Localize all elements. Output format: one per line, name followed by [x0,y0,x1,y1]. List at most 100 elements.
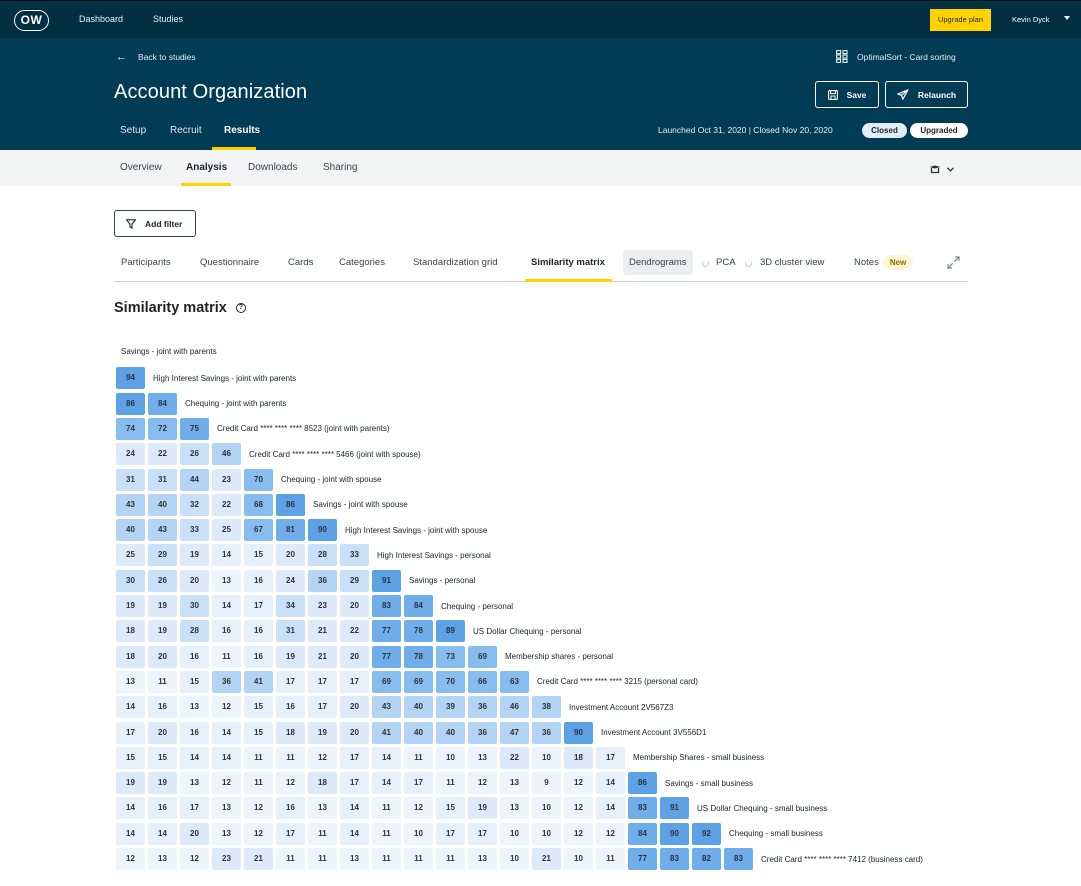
matrix-cell[interactable]: 16 [276,696,305,719]
matrix-cell[interactable]: 41 [244,670,273,693]
tab-categories[interactable]: Categories [339,257,385,268]
matrix-cell[interactable]: 14 [340,797,369,820]
matrix-cell[interactable]: 43 [148,519,177,542]
matrix-cell[interactable]: 90 [308,519,337,542]
matrix-cell[interactable]: 14 [372,746,401,769]
matrix-cell[interactable]: 78 [404,620,433,643]
tab-notes[interactable]: Notes New [854,250,914,281]
matrix-cell[interactable]: 15 [244,544,273,567]
matrix-cell[interactable]: 13 [500,797,529,820]
matrix-cell[interactable]: 21 [308,620,337,643]
matrix-cell[interactable]: 16 [148,696,177,719]
matrix-cell[interactable]: 16 [244,620,273,643]
matrix-cell[interactable]: 14 [116,822,145,845]
matrix-cell[interactable]: 89 [436,620,465,643]
matrix-cell[interactable]: 20 [340,721,369,744]
matrix-cell[interactable]: 17 [116,721,145,744]
matrix-cell[interactable]: 92 [692,822,721,845]
matrix-cell[interactable]: 10 [500,822,529,845]
matrix-cell[interactable]: 16 [180,721,209,744]
nav-studies[interactable]: Studies [153,14,184,24]
matrix-cell[interactable]: 14 [212,595,241,617]
matrix-cell[interactable]: 91 [372,569,401,592]
matrix-cell[interactable]: 13 [180,772,209,795]
matrix-cell[interactable]: 13 [116,670,145,693]
matrix-cell[interactable]: 25 [116,544,145,567]
matrix-cell[interactable]: 14 [212,721,241,744]
matrix-cell[interactable]: 90 [564,721,593,744]
matrix-cell[interactable]: 43 [372,696,401,719]
add-filter-button[interactable]: Add filter [114,210,196,237]
matrix-cell[interactable]: 13 [308,797,337,820]
matrix-cell[interactable]: 20 [340,595,369,617]
matrix-cell[interactable]: 18 [116,620,145,643]
matrix-cell[interactable]: 14 [180,746,209,769]
matrix-cell[interactable]: 12 [244,797,273,820]
matrix-cell[interactable]: 69 [468,645,497,668]
matrix-cell[interactable]: 16 [212,620,241,643]
matrix-cell[interactable]: 17 [596,746,625,769]
matrix-cell[interactable]: 17 [276,670,305,693]
matrix-cell[interactable]: 82 [692,848,721,870]
matrix-cell[interactable]: 21 [532,848,561,870]
matrix-cell[interactable]: 11 [276,848,305,870]
matrix-cell[interactable]: 10 [532,797,561,820]
matrix-cell[interactable]: 16 [180,645,209,668]
matrix-cell[interactable]: 23 [212,848,241,870]
matrix-cell[interactable]: 21 [244,848,273,870]
matrix-cell[interactable]: 11 [436,772,465,795]
tab-similarity-matrix[interactable]: Similarity matrix [531,257,605,268]
matrix-cell[interactable]: 33 [340,544,369,567]
tab-analysis[interactable]: Analysis [186,162,228,173]
matrix-cell[interactable]: 18 [564,746,593,769]
matrix-cell[interactable]: 40 [148,493,177,516]
matrix-cell[interactable]: 13 [180,696,209,719]
matrix-cell[interactable]: 11 [212,645,241,668]
matrix-cell[interactable]: 13 [212,797,241,820]
matrix-cell[interactable]: 31 [276,620,305,643]
back-to-studies-link[interactable]: ← Back to studies [116,51,196,63]
matrix-cell[interactable]: 20 [276,544,305,567]
matrix-cell[interactable]: 26 [180,443,209,466]
tab-questionnaire[interactable]: Questionnaire [200,257,260,268]
matrix-cell[interactable]: 16 [276,797,305,820]
matrix-cell[interactable]: 72 [148,417,177,440]
matrix-cell[interactable]: 19 [276,645,305,668]
tab-cards[interactable]: Cards [288,257,314,268]
matrix-cell[interactable]: 34 [276,595,305,617]
matrix-cell[interactable]: 20 [180,569,209,592]
matrix-cell[interactable]: 40 [404,696,433,719]
matrix-cell[interactable]: 14 [212,746,241,769]
matrix-cell[interactable]: 28 [180,620,209,643]
matrix-cell[interactable]: 83 [628,797,657,820]
matrix-cell[interactable]: 13 [468,746,497,769]
tab-sharing[interactable]: Sharing [323,162,358,173]
matrix-cell[interactable]: 66 [468,670,497,693]
matrix-cell[interactable]: 10 [500,848,529,870]
matrix-cell[interactable]: 83 [724,848,753,870]
matrix-cell[interactable]: 29 [340,569,369,592]
matrix-cell[interactable]: 90 [660,822,689,845]
matrix-cell[interactable]: 32 [180,493,209,516]
matrix-cell[interactable]: 12 [596,822,625,845]
matrix-cell[interactable]: 13 [212,569,241,592]
matrix-cell[interactable]: 15 [148,746,177,769]
matrix-cell[interactable]: 22 [148,443,177,466]
matrix-cell[interactable]: 12 [116,848,145,870]
matrix-cell[interactable]: 12 [404,797,433,820]
matrix-cell[interactable]: 17 [276,822,305,845]
matrix-cell[interactable]: 86 [628,772,657,795]
matrix-cell[interactable]: 14 [212,544,241,567]
upgrade-plan-button[interactable]: Upgrade plan [930,9,991,31]
matrix-cell[interactable]: 12 [468,772,497,795]
matrix-cell[interactable]: 22 [500,746,529,769]
matrix-cell[interactable]: 47 [500,721,529,744]
matrix-cell[interactable]: 18 [116,645,145,668]
matrix-cell[interactable]: 20 [148,645,177,668]
matrix-cell[interactable]: 10 [532,746,561,769]
matrix-cell[interactable]: 17 [180,797,209,820]
matrix-cell[interactable]: 16 [244,645,273,668]
matrix-cell[interactable]: 18 [308,772,337,795]
tab-pca[interactable]: PCA [716,257,736,268]
tab-standardization-grid[interactable]: Standardization grid [413,257,498,268]
